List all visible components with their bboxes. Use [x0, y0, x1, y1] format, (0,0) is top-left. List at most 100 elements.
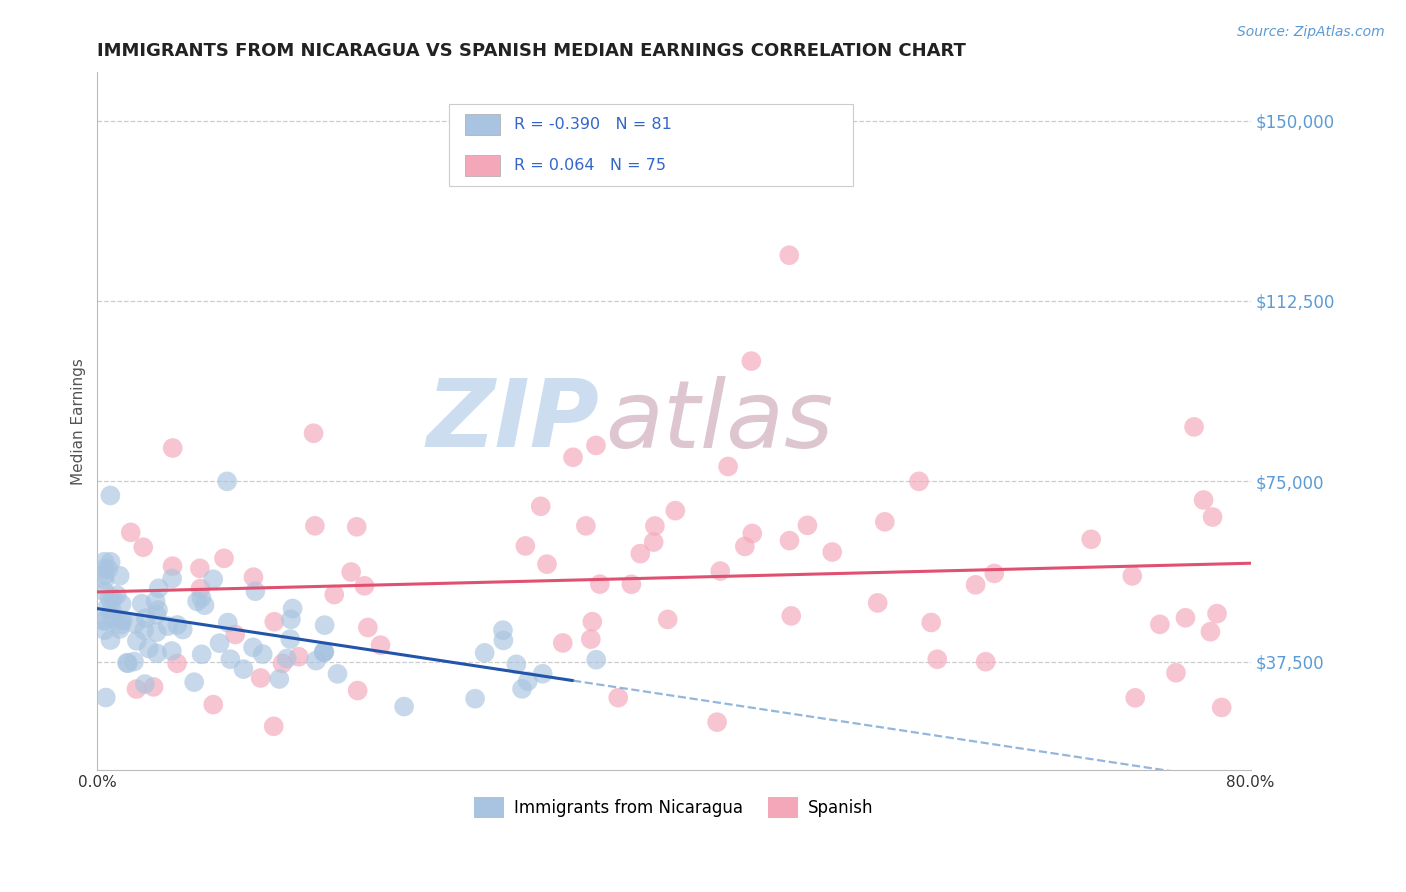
Point: [108, 569, 131, 583]
Point: [166, 657, 188, 671]
Point: [709, 564, 731, 578]
Point: [156, 619, 179, 633]
FancyBboxPatch shape: [465, 155, 499, 176]
Point: [821, 545, 844, 559]
Point: [305, 654, 328, 668]
Point: [224, 627, 246, 641]
Point: [628, 547, 651, 561]
Point: [98, 488, 121, 502]
Point: [160, 572, 183, 586]
Point: [93, 573, 115, 587]
Point: [314, 618, 336, 632]
Point: [117, 657, 139, 671]
Point: [644, 519, 666, 533]
Text: Source: ZipAtlas.com: Source: ZipAtlas.com: [1237, 25, 1385, 39]
Point: [263, 615, 285, 629]
Point: [983, 566, 1005, 581]
Legend: Immigrants from Nicaragua, Spanish: Immigrants from Nicaragua, Spanish: [468, 791, 880, 824]
Text: IMMIGRANTS FROM NICARAGUA VS SPANISH MEDIAN EARNINGS CORRELATION CHART: IMMIGRANTS FROM NICARAGUA VS SPANISH MED…: [97, 42, 966, 60]
Point: [93, 613, 115, 627]
Point: [146, 603, 169, 617]
Point: [302, 426, 325, 441]
Point: [217, 615, 239, 630]
Point: [796, 518, 818, 533]
Point: [93, 614, 115, 628]
Point: [515, 539, 537, 553]
Point: [474, 646, 496, 660]
Point: [263, 719, 285, 733]
Text: R = 0.064   N = 75: R = 0.064 N = 75: [513, 158, 665, 173]
Point: [492, 623, 515, 637]
Point: [93, 623, 115, 637]
Point: [280, 612, 302, 626]
Point: [873, 515, 896, 529]
Point: [717, 459, 740, 474]
Point: [505, 657, 527, 672]
Point: [190, 648, 212, 662]
Point: [530, 500, 553, 514]
Point: [202, 698, 225, 712]
Point: [920, 615, 942, 630]
Point: [1080, 533, 1102, 547]
Point: [146, 646, 169, 660]
Point: [183, 675, 205, 690]
FancyBboxPatch shape: [449, 103, 852, 186]
Point: [1149, 617, 1171, 632]
Point: [208, 636, 231, 650]
Point: [581, 615, 603, 629]
Y-axis label: Median Earnings: Median Earnings: [72, 358, 86, 484]
Point: [193, 599, 215, 613]
Point: [706, 715, 728, 730]
Point: [172, 623, 194, 637]
Point: [252, 647, 274, 661]
Point: [1164, 665, 1187, 680]
Point: [110, 613, 132, 627]
Point: [101, 591, 124, 606]
Text: ZIP: ZIP: [426, 376, 599, 467]
Point: [134, 677, 156, 691]
Point: [740, 354, 762, 368]
Point: [190, 591, 212, 605]
Point: [100, 602, 122, 616]
Point: [464, 691, 486, 706]
Point: [122, 655, 145, 669]
Point: [138, 641, 160, 656]
Point: [162, 559, 184, 574]
Point: [232, 662, 254, 676]
Point: [162, 441, 184, 455]
Point: [132, 540, 155, 554]
Point: [115, 656, 138, 670]
Point: [93, 555, 115, 569]
Point: [100, 555, 122, 569]
Point: [340, 565, 363, 579]
Point: [1199, 624, 1222, 639]
Point: [202, 572, 225, 586]
Point: [105, 588, 128, 602]
Text: R = -0.390   N = 81: R = -0.390 N = 81: [513, 117, 672, 132]
Point: [108, 622, 131, 636]
Point: [585, 653, 607, 667]
Point: [142, 680, 165, 694]
Point: [585, 438, 607, 452]
Point: [249, 671, 271, 685]
Point: [186, 594, 208, 608]
Point: [145, 625, 167, 640]
Point: [190, 582, 212, 596]
Point: [101, 609, 124, 624]
Point: [1121, 569, 1143, 583]
Point: [135, 611, 157, 625]
Point: [217, 475, 239, 489]
Point: [974, 655, 997, 669]
Point: [314, 644, 336, 658]
Point: [492, 633, 515, 648]
Point: [531, 666, 554, 681]
Point: [1192, 493, 1215, 508]
Point: [145, 594, 167, 608]
Point: [536, 557, 558, 571]
Point: [219, 652, 242, 666]
Point: [1206, 607, 1229, 621]
Point: [589, 577, 612, 591]
Point: [312, 645, 335, 659]
Point: [908, 475, 931, 489]
Point: [93, 562, 115, 576]
